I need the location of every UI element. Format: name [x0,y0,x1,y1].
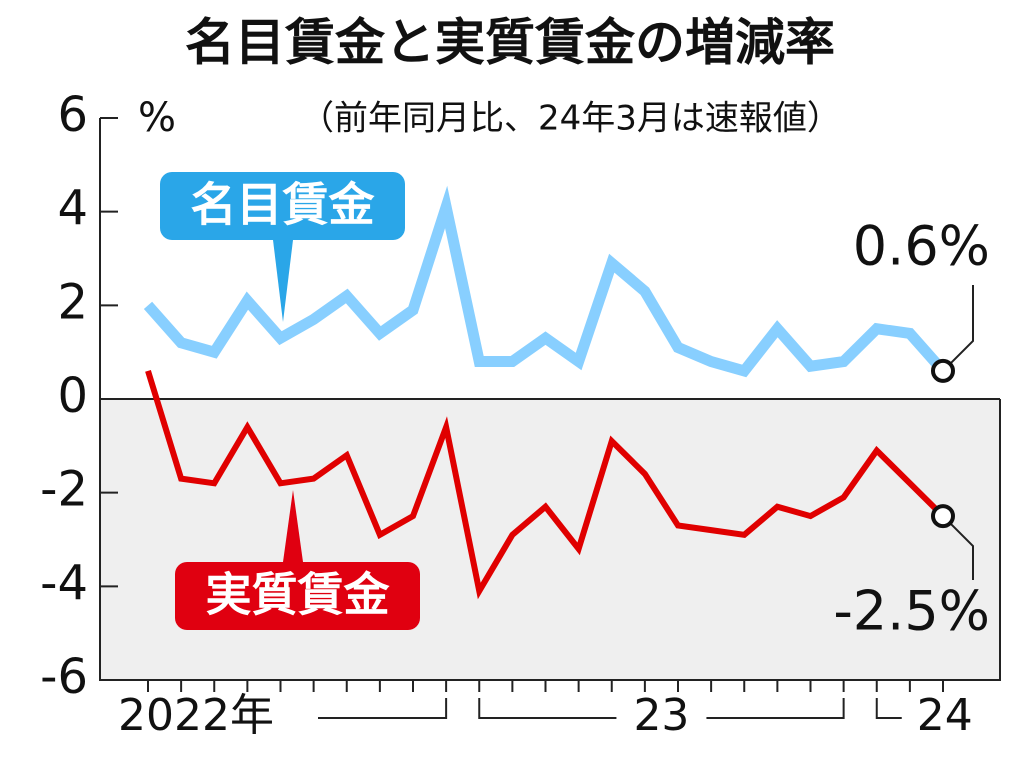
x-group-label: 23 [633,690,689,741]
y-tick-label: -4 [40,555,88,611]
y-tick-label: 6 [57,87,88,143]
label-leader [942,285,974,372]
end-marker [931,504,955,529]
x-group-label: 24 [917,690,973,741]
y-tick-label: 4 [57,181,88,237]
legend-box [160,172,405,240]
y-tick-label: -2 [40,462,88,518]
legend-pointer [283,490,303,562]
y-tick-label: 0 [57,368,88,424]
legend-label: 実質賃金 [206,568,391,622]
value-label: 0.6% [853,215,990,278]
legend-label: 名目賃金 [191,178,376,232]
label-leader [942,515,974,580]
y-unit: % [138,95,176,141]
series-line [145,370,946,600]
legend-pointer [273,240,293,322]
series-line [143,185,948,378]
chart-title: 名目賃金と実質賃金の増減率 [185,14,835,72]
negative-region [100,399,1000,680]
x-group-bracket [318,698,448,719]
x-group-bracket [706,698,845,719]
y-tick-label: 2 [57,274,88,330]
legend-box [175,562,420,630]
chart-subtitle: （前年同月比、24年3月は速報値） [300,99,841,139]
value-label: -2.5% [833,580,990,643]
x-group-bracket [478,698,617,719]
x-group-label: 2022年 [118,690,274,741]
end-marker [931,358,955,383]
y-tick-label: -6 [40,649,88,705]
x-group-bracket [875,698,902,719]
